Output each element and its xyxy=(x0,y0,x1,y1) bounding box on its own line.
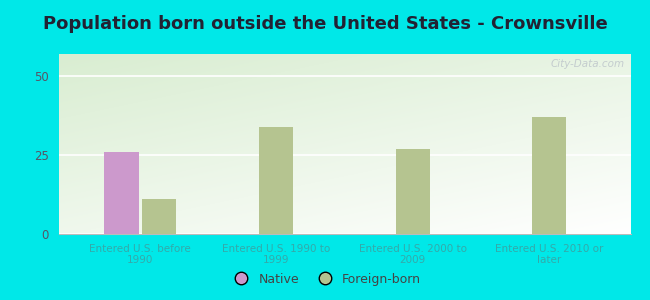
Legend: Native, Foreign-born: Native, Foreign-born xyxy=(224,268,426,291)
Text: City-Data.com: City-Data.com xyxy=(551,59,625,69)
Bar xyxy=(259,127,293,234)
Text: Population born outside the United States - Crownsville: Population born outside the United State… xyxy=(43,15,607,33)
Bar xyxy=(532,117,566,234)
Bar xyxy=(396,149,430,234)
Bar xyxy=(105,152,138,234)
Bar xyxy=(142,199,176,234)
